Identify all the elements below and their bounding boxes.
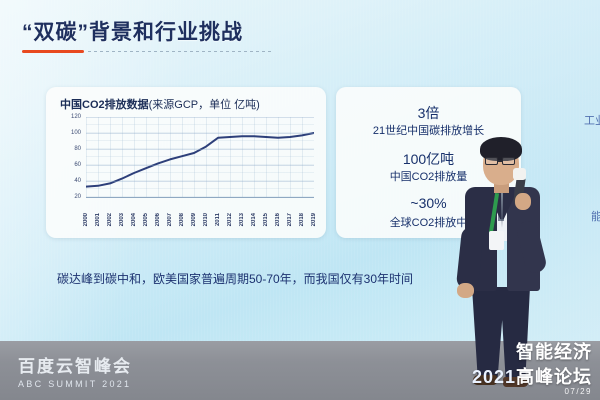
speaker-hand-left bbox=[457, 283, 474, 298]
page-title: “双碳”背景和行业挑战 bbox=[22, 21, 243, 44]
stat-2-value: ~30% bbox=[410, 195, 447, 211]
chart-x-tick-labels: 2000 2001 2002 2003 2004 2005 2006 2007 2008 2009… bbox=[83, 200, 317, 226]
chart-x-tick-label: 2014 bbox=[251, 212, 257, 226]
event-logo-right-line2: 2021高峰论坛 bbox=[472, 363, 592, 389]
event-logo-right-line1: 智能经济 bbox=[516, 342, 592, 362]
chart-gridlines bbox=[86, 117, 314, 197]
chart-plot-area: 20 40 60 80 100 120 bbox=[71, 114, 314, 200]
slide-footnote: 碳达峰到碳中和，欧美国家普遍周期50-70年，而我国仅有30年时间 bbox=[56, 272, 414, 286]
stat-1-value: 100亿吨 bbox=[402, 151, 455, 167]
chart-x-tick-label: 2005 bbox=[143, 212, 149, 226]
chart-gridline bbox=[86, 117, 314, 118]
speaker-hand-right bbox=[515, 193, 531, 210]
chart-x-tick-label: 2011 bbox=[215, 212, 221, 226]
chart-title: 中国CO2排放数据(来源GCP，单位 亿吨) bbox=[60, 96, 260, 112]
chart-y-tick-label: 100 bbox=[70, 130, 81, 136]
chart-y-tick-label: 80 bbox=[74, 146, 81, 152]
speaker-glasses-bridge bbox=[498, 160, 503, 162]
chart-x-tick-label: 2002 bbox=[107, 212, 113, 226]
chart-y-tick-label: 40 bbox=[74, 178, 81, 184]
stat-2-label: 全球CO2排放中 bbox=[389, 217, 468, 229]
chart-x-tick-label: 2019 bbox=[311, 212, 317, 226]
chart-x-tick-label: 2000 bbox=[83, 212, 89, 226]
chart-x-tick-label: 2015 bbox=[263, 212, 269, 226]
title-underline-accent bbox=[22, 50, 84, 53]
chart-gridline bbox=[86, 133, 314, 134]
event-logo-left-en: ABC SUMMIT 2021 bbox=[18, 379, 132, 389]
chart-x-tick-label: 2004 bbox=[131, 212, 137, 226]
chart-x-tick-label: 2007 bbox=[167, 212, 173, 226]
edge-text-top: 工业 bbox=[584, 115, 600, 127]
speaker-figure bbox=[445, 135, 555, 390]
title-underline-dotted bbox=[88, 51, 272, 52]
speaker-glasses-left bbox=[485, 157, 498, 165]
chart-title-main: 中国CO2排放数据 bbox=[60, 99, 149, 111]
chart-x-tick-label: 2008 bbox=[179, 212, 185, 226]
speaker-shoe-right bbox=[503, 377, 528, 387]
speaker-glasses-right bbox=[502, 157, 515, 165]
event-logo-right-year: 2021 bbox=[471, 367, 516, 387]
chart-x-tick-label: 2013 bbox=[239, 212, 245, 226]
event-logo-left-cn: 百度云智峰会 bbox=[18, 357, 132, 376]
stat-0-label: 21世纪中国碳排放增长 bbox=[372, 125, 485, 137]
chart-title-sub: (来源GCP，单位 亿吨) bbox=[148, 99, 260, 111]
chart-gridline bbox=[86, 149, 314, 150]
stage-floor bbox=[0, 341, 600, 400]
chart-x-tick-label: 2018 bbox=[299, 212, 305, 226]
chart-card: 中国CO2排放数据(来源GCP，单位 亿吨) 20 40 60 80 100 120 20… bbox=[46, 87, 326, 238]
chart-y-tick-label: 120 bbox=[70, 114, 81, 120]
microphone-head-icon bbox=[513, 168, 526, 180]
stat-1-label: 中国CO2排放量 bbox=[389, 171, 468, 183]
stat-0-value: 3倍 bbox=[417, 105, 440, 121]
chart-x-tick-label: 2003 bbox=[119, 212, 125, 226]
event-date: 07/29 bbox=[564, 387, 592, 396]
chart-gridline bbox=[86, 181, 314, 182]
event-logo-left: 百度云智峰会 ABC SUMMIT 2021 bbox=[18, 352, 132, 389]
chart-x-axis bbox=[86, 197, 314, 198]
chart-gridline bbox=[86, 165, 314, 166]
chart-x-tick-label: 2001 bbox=[95, 212, 101, 226]
chart-y-tick-label: 60 bbox=[74, 162, 81, 168]
chart-x-tick-label: 2009 bbox=[191, 212, 197, 226]
speaker-badge bbox=[489, 231, 504, 250]
edge-text-bottom: 能 bbox=[591, 211, 600, 223]
event-logo-right: 智能经济 2021高峰论坛 07/29 bbox=[472, 338, 592, 396]
chart-y-tick-label: 20 bbox=[74, 194, 81, 200]
title-underline bbox=[22, 50, 272, 53]
chart-line-svg bbox=[86, 132, 314, 188]
chart-x-tick-label: 2017 bbox=[287, 212, 293, 226]
chart-x-tick-label: 2012 bbox=[227, 212, 233, 226]
chart-x-tick-label: 2016 bbox=[275, 212, 281, 226]
event-logo-right-forum: 高峰论坛 bbox=[516, 367, 592, 387]
chart-x-tick-label: 2010 bbox=[203, 212, 209, 226]
speaker-shoe-left bbox=[473, 375, 497, 385]
chart-x-tick-label: 2006 bbox=[155, 212, 161, 226]
